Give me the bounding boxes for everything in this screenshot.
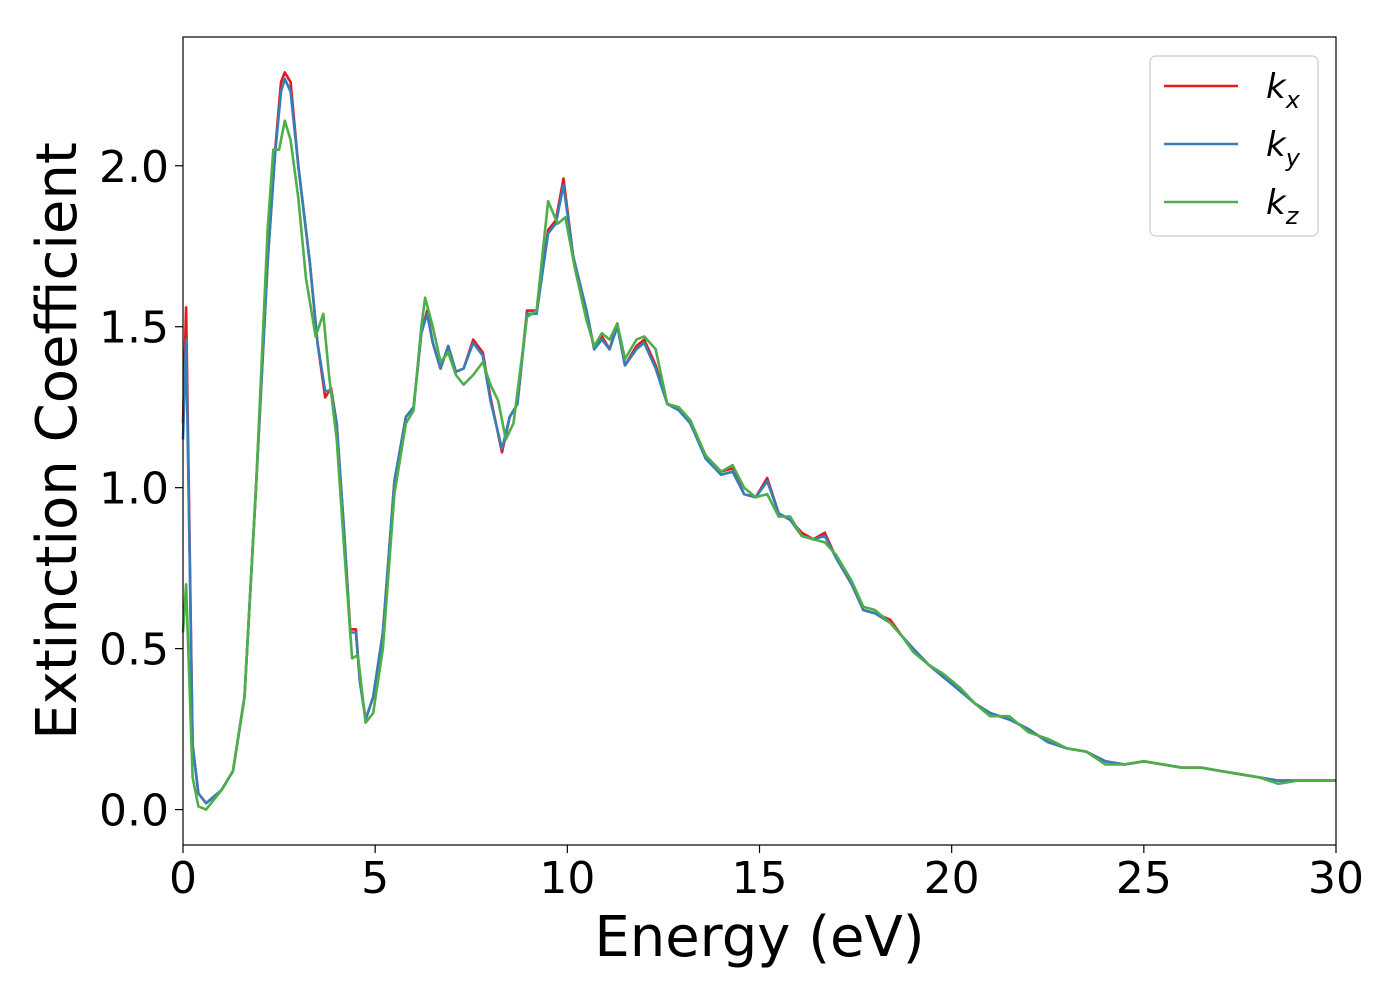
x-tick-label: 5 [361,853,389,904]
x-tick-label: 15 [732,853,788,904]
x-axis-label: Energy (eV) [594,905,924,970]
x-tick-label: 0 [169,853,197,904]
x-tick-label: 20 [924,853,980,904]
y-tick-label: 0.5 [99,625,169,676]
y-axis-label: Extinction Coefficient [25,142,90,740]
legend-frame [1149,55,1319,237]
x-tick-label: 30 [1308,853,1364,904]
y-tick-label: 2.0 [99,142,169,193]
legend-label-k-y: ky [1266,125,1301,172]
y-tick-label: 1.0 [99,464,169,515]
legend-label-k-z: kz [1266,183,1300,230]
x-axis: 0 5 10 15 20 25 30 [169,845,1364,904]
y-tick-label: 0.0 [99,786,169,837]
series-layer [181,71,1336,811]
y-tick-label: 1.5 [99,303,169,354]
x-tick-label: 25 [1116,853,1172,904]
plot-background [183,37,1336,845]
series-line-k-z [181,119,1336,811]
legend-label-k-x: kx [1266,67,1301,114]
x-tick-label: 10 [539,853,595,904]
legend: kx ky kz [1149,55,1319,237]
y-axis: 0.0 0.5 1.0 1.5 2.0 [99,142,183,837]
